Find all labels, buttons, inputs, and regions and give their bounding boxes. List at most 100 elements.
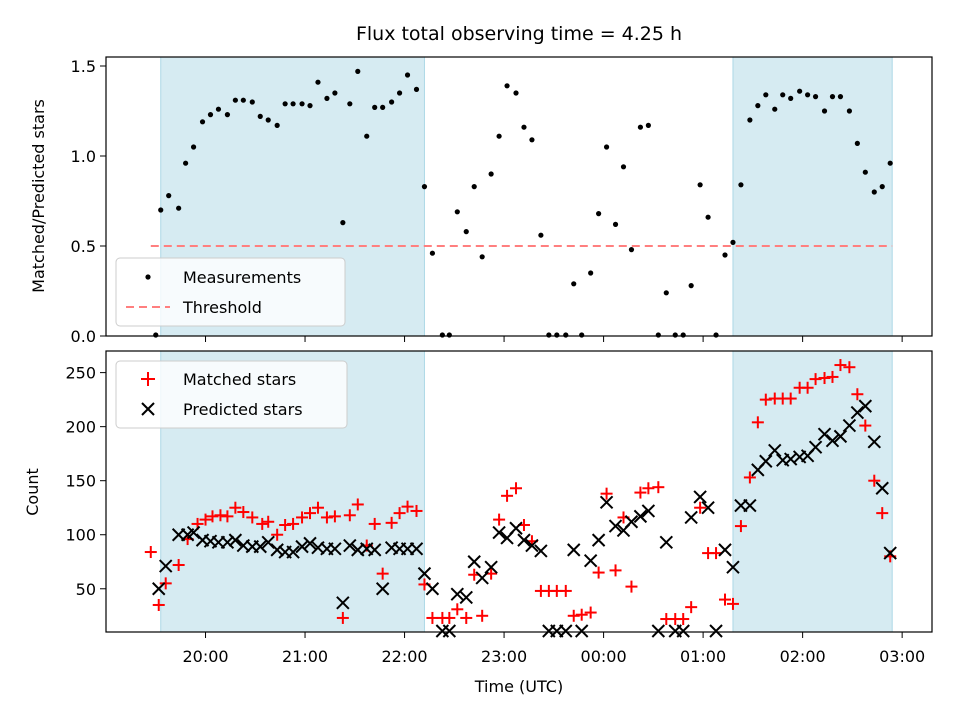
matched-star-point xyxy=(559,584,572,597)
predicted-star-point xyxy=(709,624,723,638)
predicted-star-point xyxy=(409,542,424,556)
predicted-star-point xyxy=(270,543,284,557)
measurement-point xyxy=(176,205,182,211)
measurement-point xyxy=(282,101,288,107)
matched-star-point xyxy=(152,598,165,611)
measurement-point xyxy=(324,95,330,101)
measurement-point xyxy=(680,332,686,338)
legend-matched-marker xyxy=(141,372,155,386)
predicted-star-point xyxy=(343,538,357,553)
matched-star-point xyxy=(592,566,605,579)
measurement-point xyxy=(307,103,313,109)
measurement-point xyxy=(340,220,346,226)
measurement-point xyxy=(755,103,761,109)
predicted-star-point xyxy=(574,624,589,638)
measurement-point xyxy=(463,229,469,235)
predicted-star-point xyxy=(295,539,309,554)
measurement-point xyxy=(705,214,711,220)
measurement-point xyxy=(805,92,811,98)
measurement-point xyxy=(347,101,353,107)
measurement-point xyxy=(190,144,197,150)
x-tick-label: 22:00 xyxy=(381,647,427,666)
matched-stars-points xyxy=(144,359,897,626)
matched-star-point xyxy=(229,501,242,514)
measurement-point xyxy=(183,160,189,166)
measurement-point xyxy=(672,332,678,338)
matched-star-point xyxy=(759,393,772,406)
predicted-star-point xyxy=(718,543,732,557)
predicted-star-point xyxy=(768,443,782,458)
measurement-point xyxy=(821,108,828,114)
predicted-star-point xyxy=(867,435,881,449)
matched-star-point xyxy=(304,507,317,520)
matched-star-point xyxy=(159,577,172,590)
matched-star-point xyxy=(510,482,523,495)
measurement-point xyxy=(265,117,271,123)
matched-star-point xyxy=(652,481,665,494)
predicted-star-point xyxy=(833,429,848,444)
matched-star-point xyxy=(443,611,456,624)
predicted-star-point xyxy=(726,560,740,574)
matched-star-point xyxy=(734,520,747,533)
matched-star-point xyxy=(710,547,723,560)
matched-star-point xyxy=(256,517,269,530)
predicted-star-point xyxy=(842,418,857,433)
x-tick-label: 23:00 xyxy=(481,647,527,666)
matched-star-point xyxy=(410,504,423,517)
predicted-star-point xyxy=(435,624,450,638)
measurement-point xyxy=(612,221,619,227)
measurement-point xyxy=(413,86,420,92)
matched-star-point xyxy=(843,361,856,374)
matched-star-point xyxy=(311,501,324,514)
predicted-star-point xyxy=(759,454,773,468)
measurement-point xyxy=(645,122,651,128)
measurement-point xyxy=(355,68,361,74)
predicted-star-point xyxy=(875,481,889,495)
measurement-point xyxy=(788,95,794,101)
predicted-star-point xyxy=(808,440,823,454)
predicted-star-point xyxy=(534,544,548,558)
matched-star-point xyxy=(393,507,406,520)
measurement-point xyxy=(596,211,602,217)
measurement-point xyxy=(389,99,395,105)
shaded-interval xyxy=(732,350,893,633)
predicted-star-point xyxy=(693,490,707,504)
measurement-point xyxy=(315,79,321,85)
x-tick-label: 02:00 xyxy=(780,647,826,666)
matched-star-point xyxy=(809,373,822,386)
measurement-point xyxy=(504,83,510,89)
matched-star-point xyxy=(460,611,473,624)
measurement-point xyxy=(722,252,728,258)
predicted-star-point xyxy=(328,542,342,556)
measurement-point xyxy=(396,90,403,96)
matched-star-point xyxy=(642,482,655,495)
measurement-point xyxy=(364,133,370,139)
measurement-point xyxy=(637,124,644,130)
matched-star-point xyxy=(501,489,514,502)
matched-star-point xyxy=(287,517,300,530)
measurement-point xyxy=(332,90,338,96)
matched-star-point xyxy=(743,471,756,484)
measurement-point xyxy=(579,332,585,338)
y-tick-label: 150 xyxy=(65,472,96,491)
measurement-point xyxy=(603,144,610,150)
legend-threshold-label: Threshold xyxy=(182,298,262,317)
matched-star-point xyxy=(801,381,814,394)
measurement-point xyxy=(529,137,535,143)
matched-star-point xyxy=(634,486,647,499)
predicted-star-point xyxy=(367,543,382,557)
matched-star-point xyxy=(451,603,464,616)
measurement-point xyxy=(290,101,296,107)
matched-star-point xyxy=(376,567,389,580)
predicted-star-point xyxy=(450,587,465,601)
predicted-star-point xyxy=(825,433,840,448)
measurement-point xyxy=(829,94,836,100)
bottom-x-ticks: 20:00 21:00 22:00 23:00 00:00 01:00 02:00 03:00 xyxy=(182,632,925,666)
measurement-point xyxy=(274,122,280,128)
measurement-point xyxy=(224,112,231,118)
y-tick-label: 0.0 xyxy=(71,327,96,346)
measurement-point xyxy=(299,101,305,107)
matched-star-point xyxy=(677,613,690,626)
predicted-star-point xyxy=(591,533,606,547)
legend-measurements-label: Measurements xyxy=(183,268,301,287)
